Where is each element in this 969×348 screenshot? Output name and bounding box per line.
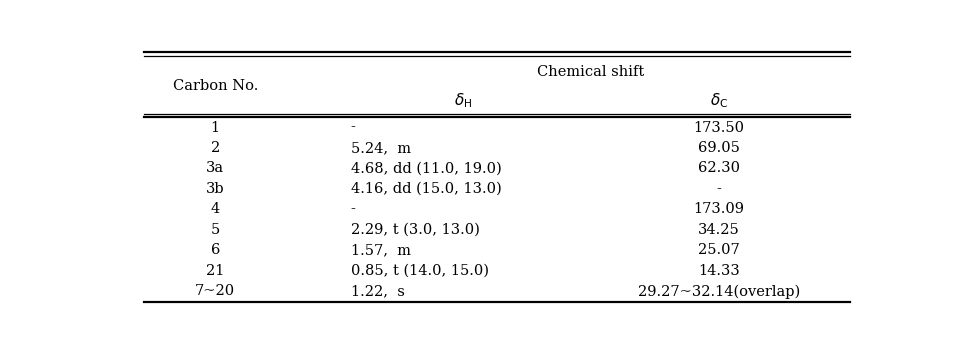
Text: 1: 1 <box>210 120 220 135</box>
Text: 4.68, dd (11.0, 19.0): 4.68, dd (11.0, 19.0) <box>350 161 501 175</box>
Text: 2: 2 <box>210 141 220 155</box>
Text: 14.33: 14.33 <box>698 264 739 278</box>
Text: 4: 4 <box>210 203 220 216</box>
Text: $\delta_{\rm H}$: $\delta_{\rm H}$ <box>453 92 472 110</box>
Text: 25.07: 25.07 <box>698 244 739 258</box>
Text: 0.85, t (14.0, 15.0): 0.85, t (14.0, 15.0) <box>350 264 488 278</box>
Text: 2.29, t (3.0, 13.0): 2.29, t (3.0, 13.0) <box>350 223 479 237</box>
Text: 173.50: 173.50 <box>693 120 743 135</box>
Text: -: - <box>716 182 721 196</box>
Text: 6: 6 <box>210 244 220 258</box>
Text: 3b: 3b <box>205 182 224 196</box>
Text: 4.16, dd (15.0, 13.0): 4.16, dd (15.0, 13.0) <box>350 182 501 196</box>
Text: 173.09: 173.09 <box>693 203 743 216</box>
Text: 1.57,  m: 1.57, m <box>350 244 410 258</box>
Text: 5: 5 <box>210 223 220 237</box>
Text: 1.22,  s: 1.22, s <box>350 284 404 299</box>
Text: Carbon No.: Carbon No. <box>172 79 258 93</box>
Text: 34.25: 34.25 <box>698 223 739 237</box>
Text: $\delta_{\rm C}$: $\delta_{\rm C}$ <box>709 92 728 110</box>
Text: 69.05: 69.05 <box>698 141 739 155</box>
Text: 7~20: 7~20 <box>195 284 235 299</box>
Text: 21: 21 <box>205 264 224 278</box>
Text: Chemical shift: Chemical shift <box>537 65 644 79</box>
Text: 29.27~32.14(overlap): 29.27~32.14(overlap) <box>637 284 799 299</box>
Text: -: - <box>350 120 355 135</box>
Text: 62.30: 62.30 <box>697 161 739 175</box>
Text: -: - <box>350 203 355 216</box>
Text: 3a: 3a <box>206 161 224 175</box>
Text: 5.24,  m: 5.24, m <box>350 141 410 155</box>
